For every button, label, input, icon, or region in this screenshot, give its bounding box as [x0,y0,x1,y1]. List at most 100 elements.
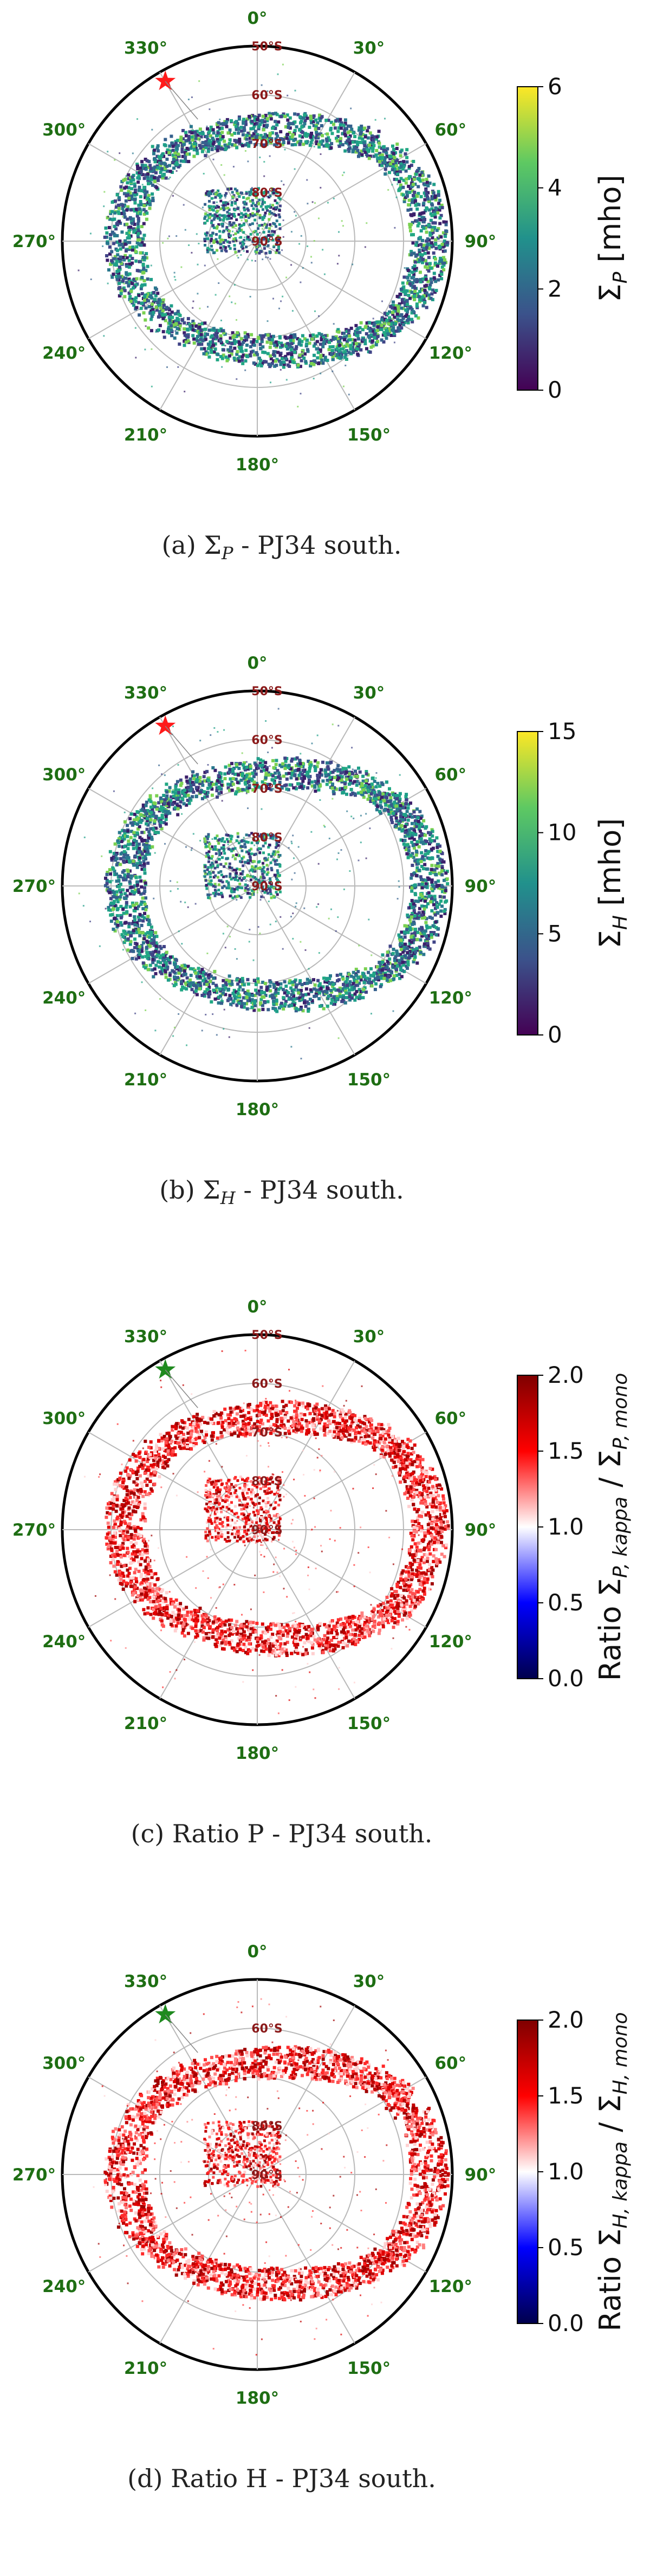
panel-2: 50°S 60°S 70°S 80°S 90°S 0° 30° 60° 90° 120° 150° 1… [12,653,632,1208]
star-marker [155,715,176,735]
colorbar-label: Ratio ΣH, kappa / ΣH, mono [593,2012,632,2331]
longitude-label: 120° [429,1632,472,1652]
longitude-label: 210° [124,1714,167,1733]
longitude-gridline [257,885,355,1056]
colorbar-tick-label: 0.0 [548,1665,584,1692]
colorbar-tick-label: 10 [548,819,576,846]
longitude-gridline [159,241,258,411]
colorbar [517,1375,538,1679]
longitude-label: 60° [434,120,466,140]
latitude-label: 60°S [251,734,282,747]
latitude-label: 80°S [251,831,282,845]
colorbar-tick-label: 0 [548,1021,562,1048]
latitude-label: 90°S [251,235,282,249]
longitude-label: 180° [236,455,279,475]
latitude-label: 90°S [251,2169,282,2182]
latitude-label: 80°S [251,186,282,200]
longitude-label: 270° [12,232,56,251]
longitude-label: 330° [124,1327,167,1347]
longitude-label: 0° [247,9,267,28]
longitude-label: 30° [353,1972,385,1991]
colorbar-tick-label: 15 [548,718,576,745]
longitude-label: 210° [124,1070,167,1090]
colorbar-tick-label: 2 [548,275,562,302]
longitude-label: 180° [236,1744,279,1763]
longitude-label: 240° [42,344,86,363]
latitude-label: 70°S [251,138,282,151]
panel-caption: (d) Ratio H - PJ34 south. [127,2464,436,2493]
longitude-label: 210° [124,425,167,445]
longitude-label: 300° [42,1409,86,1428]
colorbar [517,731,538,1035]
colorbar-tick-label: 0.5 [548,2234,584,2261]
longitude-label: 300° [42,120,86,140]
colorbar-tick-label: 6 [548,73,562,100]
longitude-gridline [159,2174,258,2344]
longitude-label: 120° [429,988,472,1008]
longitude-label: 240° [42,1632,86,1652]
latitude-label: 70°S [251,782,282,796]
longitude-label: 30° [353,38,385,58]
longitude-label: 150° [347,1070,391,1090]
latitude-label: 70°S [251,1426,282,1440]
longitude-label: 270° [12,1520,56,1540]
star-marker [155,2004,176,2024]
longitude-gridline [257,1360,355,1530]
marker-line [165,2014,198,2053]
latitude-label: 80°S [251,2120,282,2133]
longitude-gridline [257,241,427,339]
star-marker [155,1359,176,1379]
longitude-label: 120° [429,344,472,363]
longitude-gridline [88,2174,258,2273]
longitude-label: 60° [434,765,466,785]
longitude-label: 300° [42,765,86,785]
colorbar-tick-label: 2.0 [548,2007,584,2033]
longitude-label: 30° [353,683,385,703]
longitude-gridline [257,716,355,886]
longitude-label: 330° [124,38,167,58]
latitude-label: 60°S [251,1377,282,1391]
panel-caption: (a) ΣP - PJ34 south. [161,530,401,564]
longitude-label: 210° [124,2359,167,2378]
colorbar-tick-label: 1.0 [548,2158,584,2185]
longitude-label: 90° [465,1520,497,1540]
colorbar-label: Ratio ΣP, kappa / ΣP, mono [593,1373,632,1681]
latitude-label: 50°S [251,1329,282,1342]
longitude-gridline [257,2005,355,2175]
longitude-label: 90° [465,877,497,896]
auroral-oval [84,1350,450,1714]
latitude-label: 80°S [251,1475,282,1488]
longitude-label: 270° [12,2165,56,2185]
longitude-gridline [257,2174,355,2344]
longitude-label: 0° [247,1297,267,1317]
longitude-gridline [88,1529,258,1628]
colorbar [517,2020,538,2324]
longitude-label: 240° [42,988,86,1008]
longitude-label: 30° [353,1327,385,1347]
panel-1: 50°S 60°S 70°S 80°S 90°S 0° 30° 60° 90° 120° 150° 1… [12,9,632,564]
latitude-label: 90°S [251,1524,282,1537]
star-marker [155,70,176,90]
panel-caption: (b) ΣH - PJ34 south. [159,1175,404,1208]
longitude-label: 150° [347,425,391,445]
longitude-label: 330° [124,683,167,703]
colorbar-tick-label: 0 [548,377,562,403]
longitude-label: 180° [236,1100,279,1119]
longitude-label: 0° [247,653,267,673]
auroral-oval [77,63,450,407]
colorbar [517,86,538,391]
colorbar-label: ΣH [mho] [593,818,632,948]
latitude-label: 60°S [251,2022,282,2036]
longitude-gridline [257,72,355,242]
latitude-label: 60°S [251,89,282,102]
auroral-oval [93,1998,450,2356]
longitude-gridline [159,1360,258,1530]
panel-caption: (c) Ratio P - PJ34 south. [131,1819,433,1848]
colorbar-tick-label: 1.5 [548,2082,584,2109]
marker-line [165,81,198,120]
longitude-gridline [257,241,355,411]
longitude-gridline [88,885,258,984]
longitude-label: 270° [12,877,56,896]
longitude-label: 300° [42,2054,86,2073]
colorbar-tick-label: 5 [548,920,562,947]
